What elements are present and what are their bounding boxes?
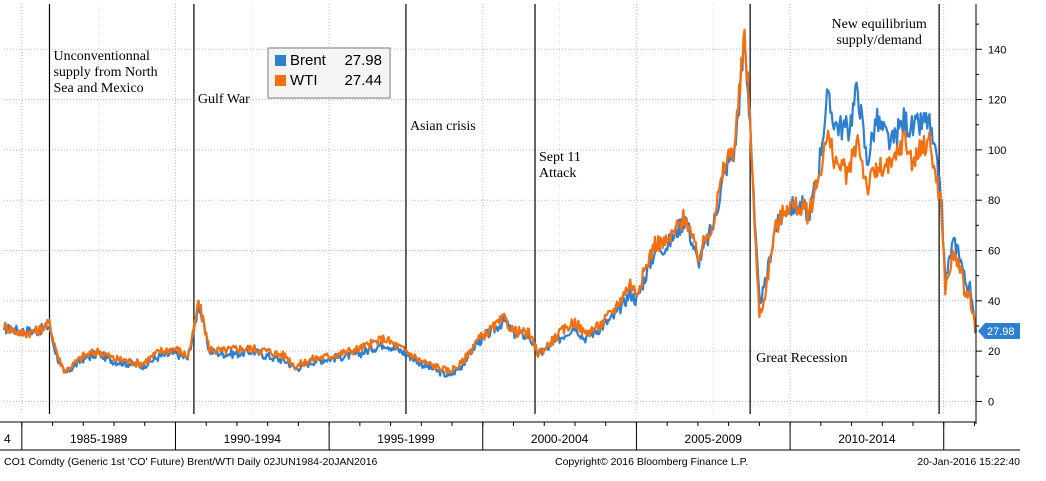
x-category-label: 1990-1994 [224, 432, 282, 446]
y-tick-label: 80 [988, 195, 1000, 207]
legend-series-value: 27.98 [344, 52, 382, 69]
event-annotation-text: supply/demand [836, 33, 922, 48]
event-annotation-text: Great Recession [756, 351, 847, 366]
x-category-label: 2005-2009 [685, 432, 743, 446]
event-annotation-text: supply from North [53, 65, 157, 80]
event-annotation-text: Unconventionnal [53, 49, 150, 64]
last-value-flag [978, 323, 1020, 340]
y-tick-label: 20 [988, 346, 1000, 358]
legend-series-name: WTI [290, 72, 318, 89]
footer-copyright-text: Copyright© 2016 Bloomberg Finance L.P. [555, 456, 748, 468]
y-tick-label: 120 [988, 95, 1006, 107]
y-tick-label: 0 [988, 396, 994, 408]
legend-series-name: Brent [290, 52, 327, 69]
y-tick-label: 100 [988, 145, 1006, 157]
legend-swatch-brent [275, 55, 286, 66]
x-category-label: 4 [4, 432, 11, 446]
y-tick-label: 60 [988, 246, 1000, 258]
x-category-label: 2010-2014 [838, 432, 896, 446]
series-layer [2, 28, 978, 378]
legend-swatch-wti [275, 75, 286, 86]
footer: CO1 Comdty (Generic 1st 'CO' Future) Bre… [4, 456, 1020, 468]
footer-timestamp-text: 20-Jan-2016 15:22:40 [917, 456, 1020, 468]
event-annotation-text: Asian crisis [410, 119, 476, 134]
y-tick-label: 140 [988, 44, 1006, 56]
x-category-label: 1995-1999 [377, 432, 435, 446]
series-line-wti [2, 28, 978, 375]
legend: Brent 27.98 WTI 27.44 [267, 47, 391, 99]
event-annotation-text: New equilibrium [831, 17, 926, 32]
y-tick-label: 40 [988, 296, 1000, 308]
event-annotation-text: Attack [539, 166, 576, 181]
event-annotation-text: Sea and Mexico [53, 81, 143, 96]
footer-left-text: CO1 Comdty (Generic 1st 'CO' Future) Bre… [4, 456, 378, 468]
legend-box [267, 47, 391, 99]
x-category-label: 1985-1989 [70, 432, 128, 446]
axis-layer: 0 20 40 60 80 100 120 140 27.98 4 1985-1989 1990-19… [0, 4, 1020, 451]
legend-series-value: 27.44 [344, 72, 382, 89]
x-category-label: 2000-2004 [531, 432, 589, 446]
last-value-label: 27.98 [987, 326, 1015, 338]
event-annotation-text: Gulf War [198, 92, 250, 107]
event-annotation-text: Sept 11 [539, 150, 581, 165]
